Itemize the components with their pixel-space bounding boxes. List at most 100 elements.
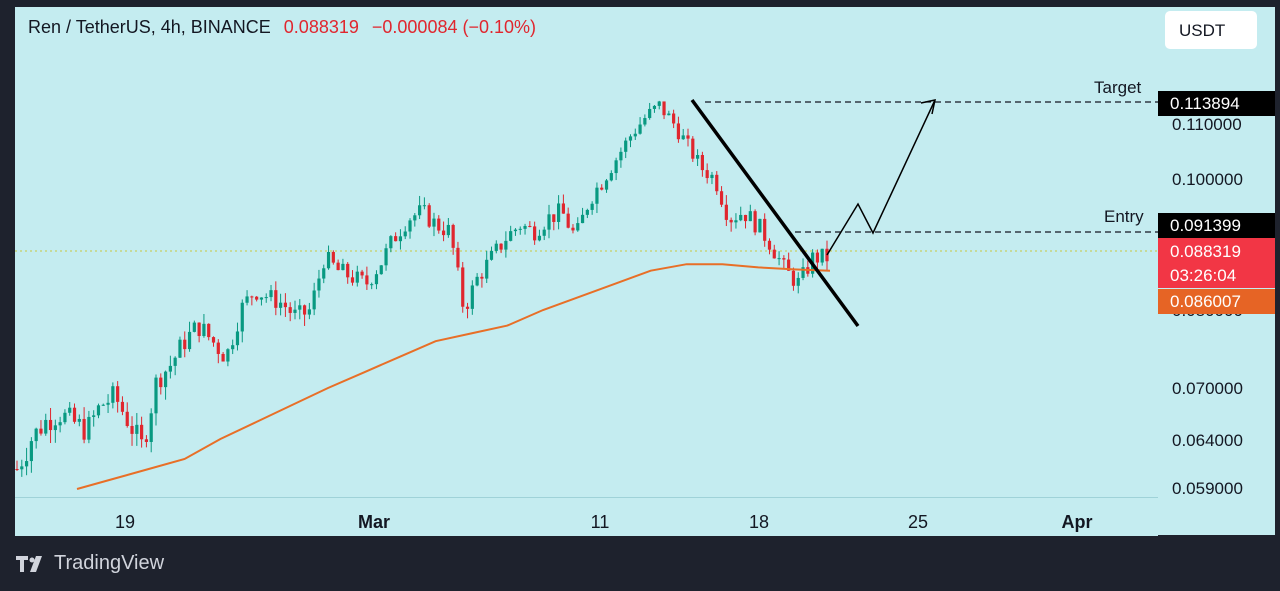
candle-body <box>715 174 719 192</box>
candle-body <box>231 345 235 350</box>
candle-body <box>580 214 585 224</box>
entry-price-label: 0.091399 <box>1158 213 1275 239</box>
y-tick: 0.064000 <box>1172 431 1243 450</box>
candle-body <box>187 331 192 350</box>
candle-body <box>197 322 201 337</box>
candle-body <box>681 135 685 140</box>
candle-body <box>216 342 220 354</box>
candle-body <box>279 302 283 308</box>
candle-body <box>427 205 431 227</box>
candle-body <box>15 469 19 470</box>
candle-body <box>667 113 671 116</box>
candle-body <box>350 277 355 283</box>
candle-body <box>178 339 182 358</box>
y-tick: 0.070000 <box>1172 379 1243 398</box>
candle-body <box>92 415 96 417</box>
candle-body <box>796 277 800 286</box>
y-tick: 0.110000 <box>1172 115 1242 134</box>
candle-body <box>528 225 532 227</box>
candle-body <box>163 371 168 388</box>
ma-price-label: 0.086007 <box>1158 289 1275 314</box>
candle-body <box>595 187 599 204</box>
candle-body <box>820 248 824 263</box>
candle-body <box>96 405 101 416</box>
candle-body <box>106 402 110 405</box>
candle-body <box>144 439 149 442</box>
candle-body <box>63 412 67 423</box>
candle-body <box>672 113 676 124</box>
candle-body <box>499 243 503 250</box>
candle-body <box>82 418 86 440</box>
candle-body <box>691 138 695 159</box>
candle-body <box>719 191 724 205</box>
current-price-value: 0.088319 <box>1170 242 1241 261</box>
y-tick: 0.100000 <box>1172 170 1243 189</box>
candle-body <box>489 250 494 260</box>
candle-body <box>561 203 565 214</box>
candle-body <box>494 243 498 251</box>
symbol-label[interactable]: Ren / TetherUS, 4h, BINANCE <box>28 17 271 37</box>
candle-body <box>739 214 743 221</box>
candle-body <box>504 240 508 250</box>
candle-body <box>264 297 268 299</box>
candle-body <box>743 214 748 222</box>
candle-body <box>710 174 714 179</box>
time-axis[interactable]: 19 Mar 11 18 25 Apr <box>15 497 1158 536</box>
candle-body <box>240 302 244 332</box>
candle-body <box>619 151 623 161</box>
price-chart[interactable] <box>15 7 1158 497</box>
candle-body <box>58 422 62 426</box>
projection-path <box>826 99 936 256</box>
candle-body <box>815 252 820 263</box>
candle-body <box>394 236 398 242</box>
footer-brand[interactable]: TradingView <box>16 552 164 575</box>
candle-body <box>173 357 177 366</box>
candle-body <box>638 124 642 134</box>
candle-body <box>87 416 91 440</box>
chart-frame[interactable]: Ren / TetherUS, 4h, BINANCE 0.088319 −0.… <box>15 7 1275 536</box>
candle-body <box>29 441 33 462</box>
candle-body <box>130 425 134 434</box>
candle-body <box>211 337 216 343</box>
candle-body <box>326 251 331 269</box>
candle-body <box>571 227 575 231</box>
candle-body <box>154 377 158 414</box>
candle-body <box>753 211 757 233</box>
candle-body <box>245 296 249 303</box>
candle-body <box>518 228 522 230</box>
candle-body <box>384 248 388 266</box>
candle-body <box>269 290 273 298</box>
candle-body <box>791 270 796 286</box>
candle-body <box>34 428 38 442</box>
candle-body <box>418 205 422 216</box>
candle-body <box>68 407 72 413</box>
candle-body <box>370 284 374 286</box>
candle-body <box>700 155 704 171</box>
candle-body <box>705 170 709 179</box>
candle-body <box>441 230 446 236</box>
candle-body <box>336 262 340 271</box>
candle-body <box>767 240 772 250</box>
candle-body <box>307 309 311 315</box>
candle-body <box>480 276 484 279</box>
candle-body <box>614 160 618 174</box>
projection-arrow-head <box>920 99 936 115</box>
candle-body <box>590 203 594 210</box>
candle-body <box>408 220 412 232</box>
candle-body <box>159 377 163 388</box>
currency-button[interactable]: USDT <box>1165 11 1257 49</box>
candle-body <box>77 418 81 422</box>
candle-body <box>624 140 628 152</box>
candle-body <box>221 353 225 362</box>
candle-body <box>39 428 43 434</box>
candle-body <box>633 133 637 137</box>
candle-body <box>456 247 460 268</box>
candle-body <box>403 231 407 237</box>
downtrend-line[interactable] <box>690 98 860 328</box>
candle-body <box>432 218 436 227</box>
candle-body <box>125 411 129 426</box>
candle-body <box>135 424 139 434</box>
candle-body <box>250 296 254 298</box>
candle-body <box>255 296 259 300</box>
candle-body <box>787 259 791 271</box>
